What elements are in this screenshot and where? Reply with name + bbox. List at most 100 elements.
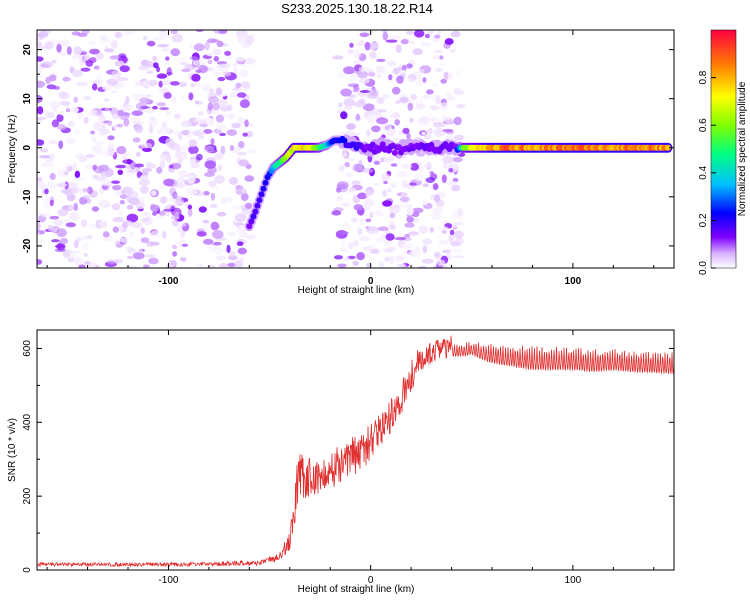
noise-blob: [77, 110, 84, 119]
noise-blob: [420, 42, 431, 47]
noise-blob: [135, 152, 141, 157]
noise-blob: [354, 50, 362, 59]
noise-blob: [240, 81, 251, 89]
noise-blob: [387, 188, 392, 193]
noise-blob: [57, 124, 66, 131]
noise-blob: [111, 185, 122, 191]
noise-blob: [139, 185, 149, 194]
noise-blob: [406, 63, 413, 69]
noise-blob: [437, 226, 449, 231]
noise-blob: [37, 80, 45, 88]
noise-blob: [104, 107, 110, 113]
noise-blob: [116, 123, 124, 128]
noise-blob: [425, 129, 434, 134]
y-tick-label: 200: [22, 487, 33, 504]
noise-blob: [358, 66, 370, 73]
noise-blob: [395, 255, 406, 262]
noise-blob: [245, 35, 255, 44]
noise-blob: [383, 248, 395, 253]
colorbar-tick-label: 0.4: [698, 165, 709, 179]
noise-blob: [412, 48, 423, 56]
noise-blob: [240, 192, 249, 202]
noise-blob: [122, 220, 133, 227]
noise-blob: [91, 145, 103, 154]
noise-blob: [181, 243, 189, 247]
noise-blob: [216, 64, 227, 68]
noise-blob: [385, 233, 395, 241]
noise-blob: [48, 140, 58, 145]
noise-blob: [414, 97, 423, 105]
noise-blob: [433, 194, 441, 203]
colorbar-tick-label: 0.8: [698, 70, 709, 84]
noise-blob: [366, 130, 371, 137]
noise-blob: [37, 56, 44, 62]
noise-blob: [180, 220, 187, 228]
noise-blob: [174, 130, 181, 136]
noise-blob: [145, 161, 153, 169]
noise-blob: [158, 210, 166, 216]
noise-blob: [139, 174, 149, 181]
noise-blob: [359, 236, 371, 242]
noise-blob: [452, 161, 459, 170]
noise-blob: [207, 102, 213, 111]
noise-blob: [58, 140, 64, 149]
noise-blob: [451, 210, 464, 219]
noise-blob: [433, 251, 441, 258]
noise-blob: [371, 125, 381, 133]
noise-blob: [335, 187, 342, 193]
noise-blob: [95, 110, 104, 117]
noise-blob: [49, 39, 62, 45]
noise-blob: [406, 206, 414, 216]
noise-blob: [142, 79, 150, 87]
noise-blob: [228, 250, 236, 258]
noise-blob: [192, 59, 201, 66]
noise-blob: [57, 208, 69, 217]
noise-blob: [159, 30, 167, 38]
noise-blob: [111, 180, 120, 184]
noise-blob: [441, 229, 447, 234]
noise-blob: [203, 238, 214, 245]
noise-blob: [37, 35, 41, 44]
noise-blob: [227, 113, 236, 120]
noise-blob: [451, 185, 461, 192]
noise-blob: [37, 106, 44, 115]
noise-blob: [98, 200, 110, 207]
x-tick-label: 0: [368, 575, 374, 586]
noise-blob: [140, 237, 150, 244]
noise-blob: [442, 156, 454, 164]
noise-blob: [376, 58, 386, 63]
noise-blob: [56, 43, 62, 53]
noise-blob: [434, 34, 441, 39]
noise-blob: [150, 230, 161, 239]
noise-blob: [427, 30, 435, 36]
noise-blob: [85, 164, 93, 170]
noise-blob: [174, 114, 181, 120]
noise-blob: [212, 230, 224, 239]
noise-blob: [171, 33, 183, 43]
snr-frame: [36, 329, 675, 571]
noise-blob: [73, 202, 78, 211]
noise-blob: [389, 113, 401, 119]
noise-blob: [365, 218, 372, 223]
noise-blob: [407, 251, 416, 256]
noise-blob: [179, 257, 187, 262]
signal-core: [664, 144, 671, 151]
noise-blob: [210, 138, 215, 146]
noise-blob: [212, 102, 221, 111]
noise-blob: [336, 195, 343, 202]
noise-blob: [172, 219, 179, 227]
noise-blob: [181, 151, 188, 161]
noise-blob: [422, 238, 433, 245]
noise-blob: [422, 258, 434, 264]
noise-blob: [65, 137, 75, 145]
noise-blob: [50, 71, 58, 76]
noise-blob: [59, 52, 67, 56]
noise-blob: [385, 39, 398, 43]
noise-blob: [435, 67, 443, 73]
noise-blob: [165, 137, 175, 147]
noise-blob: [450, 30, 461, 38]
noise-blob: [452, 177, 459, 183]
noise-blob: [128, 231, 135, 238]
noise-blob: [89, 224, 97, 229]
noise-blob: [233, 66, 238, 73]
